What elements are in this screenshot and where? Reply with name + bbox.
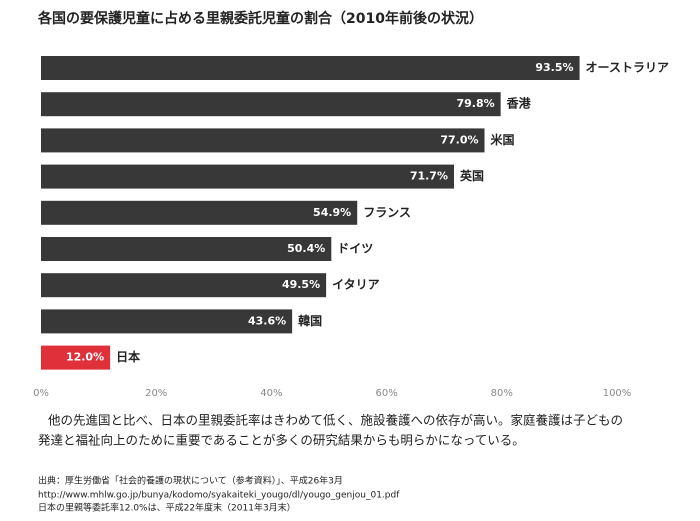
bar (41, 164, 454, 189)
value-label: 79.8% (456, 97, 494, 110)
category-label: ドイツ (337, 242, 373, 256)
category-label: オーストラリア (586, 61, 669, 75)
x-tick-label: 80% (491, 388, 513, 399)
source-line: 出典：厚生労働省「社会的養護の現状について（参考資料）」、平成26年3月 (38, 475, 343, 487)
source-line: 日本の里親等委託率12.0%は、平成22年度末（2011年3月末） (38, 502, 296, 514)
value-label: 71.7% (410, 170, 448, 183)
bar (41, 200, 358, 225)
note-line: 発達と福祉向上のために重要であることが多くの研究結果からも明らかになっている。 (38, 433, 525, 448)
value-label: 77.0% (440, 133, 478, 146)
value-label: 93.5% (535, 61, 573, 74)
category-label: 米国 (491, 132, 515, 147)
note-line: 他の先進国と比べ、日本の里親委託率はきわめて低く、施設養護への依存が高い。家庭養… (48, 413, 623, 428)
bar (41, 237, 332, 261)
value-label: 43.6% (248, 314, 286, 327)
bar (41, 92, 501, 117)
category-label: イタリア (332, 278, 380, 292)
x-tick-label: 60% (375, 388, 397, 399)
x-tick-label: 20% (145, 388, 167, 399)
bar (41, 309, 293, 334)
bar (41, 345, 111, 370)
category-label: 香港 (506, 96, 532, 111)
value-label: 50.4% (287, 242, 325, 255)
x-tick-label: 0% (33, 388, 49, 399)
chart-title: 各国の要保護児童に占める里親委託児童の割合（2010年前後の状況） (37, 10, 483, 27)
category-label: 日本 (116, 349, 140, 364)
value-label: 12.0% (66, 351, 104, 364)
value-label: 54.9% (313, 206, 351, 219)
x-tick-label: 100% (603, 388, 632, 399)
x-tick-label: 40% (260, 388, 282, 399)
value-label: 49.5% (282, 278, 320, 291)
source-line: http://www.mhlw.go.jp/bunya/kodomo/syaka… (38, 491, 400, 501)
bar (41, 56, 580, 80)
bar (41, 273, 327, 298)
category-label: 韓国 (298, 313, 322, 328)
category-label: フランス (363, 205, 411, 219)
bar (41, 128, 485, 153)
category-label: 英国 (460, 168, 484, 183)
